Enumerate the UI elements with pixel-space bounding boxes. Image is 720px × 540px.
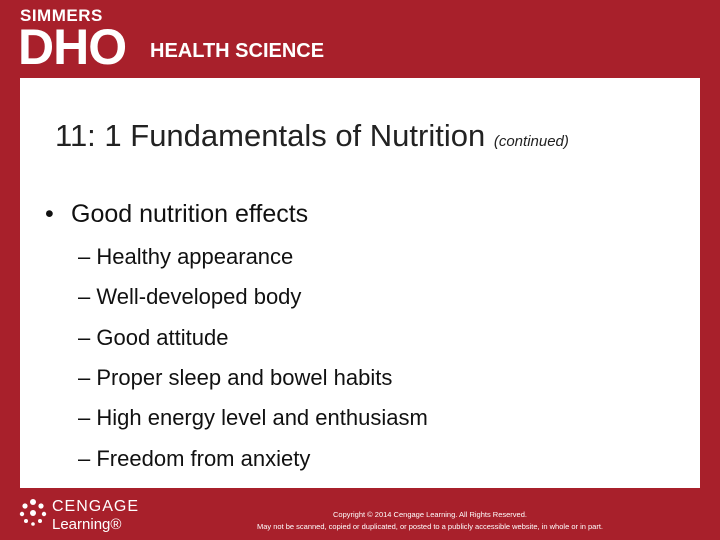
title-text: 11: 1 Fundamentals of Nutrition — [55, 118, 486, 153]
publisher-logo — [19, 499, 47, 526]
sub-bullet: Good attitude — [78, 325, 228, 351]
brand-main: DHO — [18, 19, 127, 75]
sub-bullet: Healthy appearance — [78, 244, 293, 270]
brand-top: SIMMERS — [20, 6, 103, 25]
copyright: May not be scanned, copied or duplicated… — [256, 522, 604, 531]
sub-bullet: Proper sleep and bowel habits — [78, 365, 392, 391]
copyright: Copyright © 2014 Cengage Learning. All R… — [333, 510, 527, 519]
sub-bullet: High energy level and enthusiasm — [78, 405, 427, 431]
sub-bullet: Well-developed body — [78, 284, 301, 310]
sub-bullet: Freedom from anxiety — [78, 446, 310, 472]
title-note: (continued) — [493, 133, 569, 150]
publisher-sub: Learning® — [52, 516, 122, 533]
brand-sub: HEALTH SCIENCE — [150, 40, 325, 62]
bullet: Good nutrition effects — [45, 200, 308, 229]
publisher-name: CENGAGE — [52, 498, 140, 515]
slide-title: 11: 1 Fundamentals of Nutrition (continu… — [55, 118, 569, 154]
